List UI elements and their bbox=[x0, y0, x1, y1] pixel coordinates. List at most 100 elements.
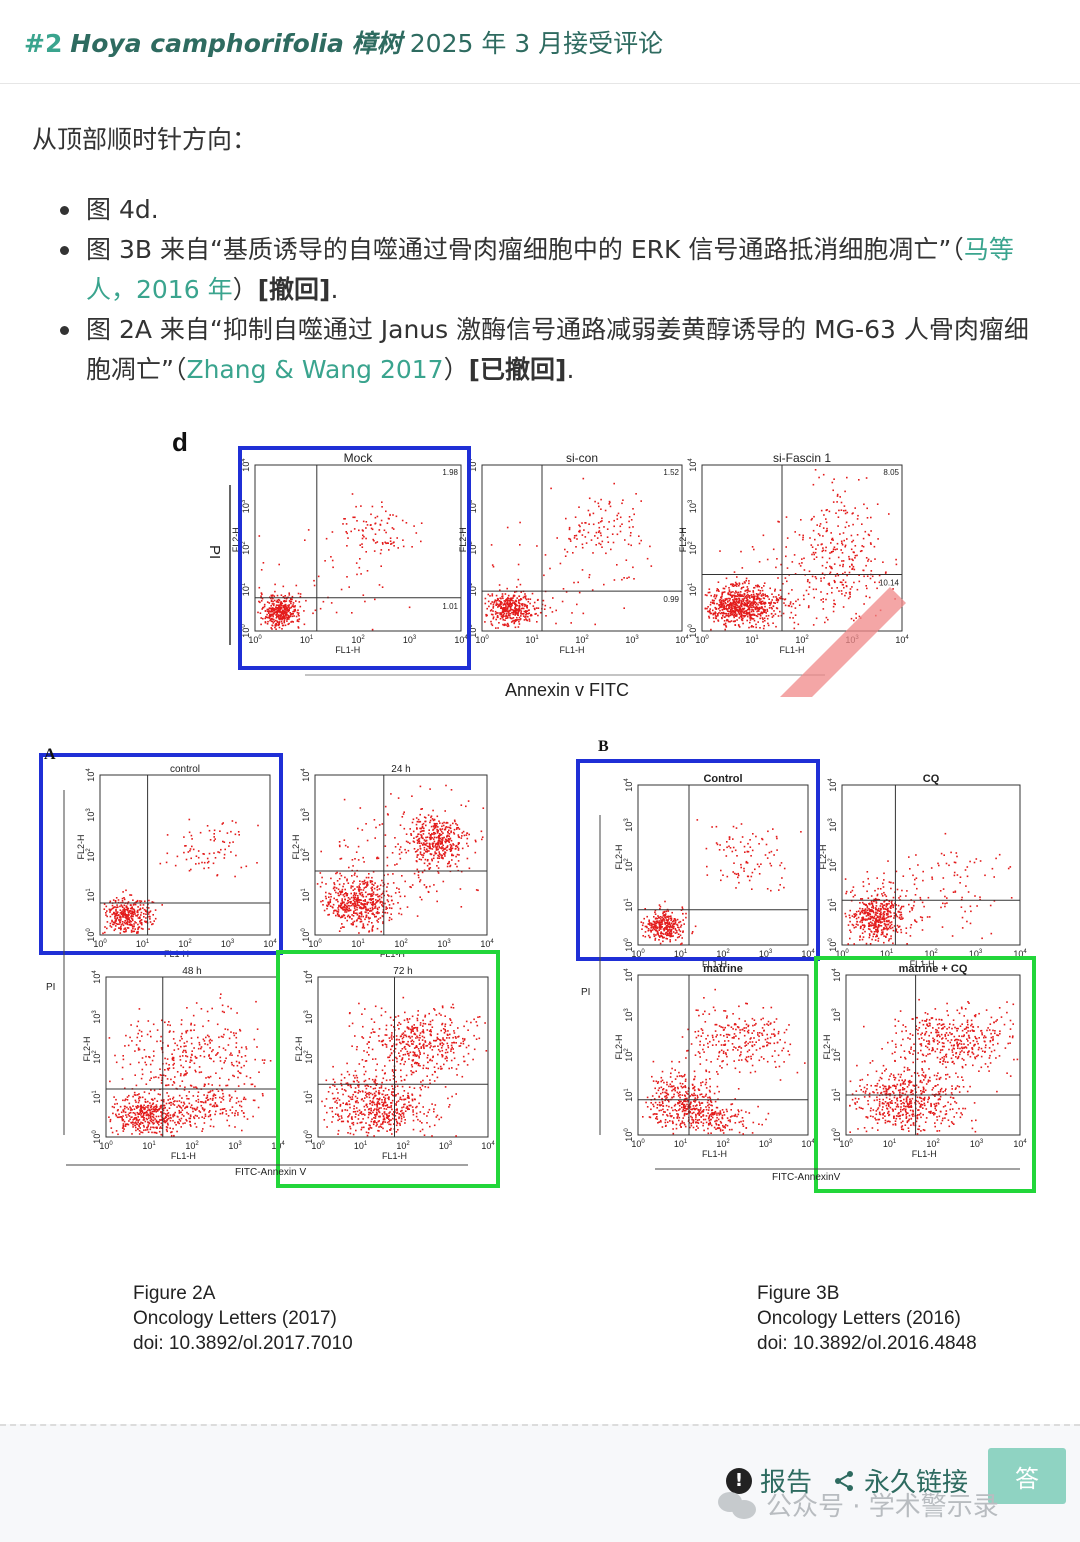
data-dot bbox=[870, 530, 872, 532]
data-dot bbox=[816, 524, 818, 526]
data-dot bbox=[275, 617, 278, 619]
data-dot bbox=[877, 538, 879, 540]
data-dot bbox=[202, 853, 204, 855]
data-dot bbox=[502, 606, 505, 609]
data-dot bbox=[757, 595, 759, 598]
data-dot bbox=[753, 606, 755, 608]
data-dot bbox=[200, 1047, 202, 1050]
data-dot bbox=[154, 917, 157, 920]
data-dot bbox=[507, 616, 509, 619]
data-dot bbox=[812, 624, 815, 626]
data-dot bbox=[532, 605, 535, 607]
data-dot bbox=[389, 1111, 391, 1113]
data-dot bbox=[203, 1094, 205, 1096]
data-dot bbox=[398, 1116, 400, 1118]
data-dot bbox=[269, 619, 271, 622]
data-dot bbox=[150, 1120, 153, 1123]
data-dot bbox=[122, 915, 124, 917]
data-dot bbox=[272, 622, 275, 624]
data-dot bbox=[865, 557, 868, 559]
data-dot bbox=[841, 552, 844, 554]
data-dot bbox=[355, 925, 358, 928]
citation-link[interactable]: 马等人，2016 年 bbox=[86, 235, 1014, 304]
retraction-tag: [已撤回] bbox=[468, 355, 567, 384]
data-dot bbox=[132, 1105, 134, 1107]
data-dot bbox=[568, 528, 571, 531]
data-dot bbox=[745, 577, 748, 580]
data-dot bbox=[148, 899, 150, 902]
data-dot bbox=[433, 827, 436, 830]
data-dot bbox=[161, 1048, 163, 1051]
data-dot bbox=[460, 870, 463, 873]
data-dot bbox=[376, 907, 379, 910]
data-dot bbox=[752, 609, 754, 611]
data-dot bbox=[358, 885, 360, 887]
data-dot bbox=[144, 1098, 147, 1101]
data-dot bbox=[430, 825, 433, 828]
data-dot bbox=[169, 1119, 172, 1122]
data-dot bbox=[258, 600, 260, 603]
data-dot bbox=[421, 871, 424, 874]
data-dot bbox=[378, 824, 381, 826]
data-dot bbox=[263, 1062, 265, 1064]
data-dot bbox=[193, 1029, 195, 1031]
data-dot bbox=[201, 1130, 203, 1132]
data-dot bbox=[377, 900, 380, 902]
data-dot bbox=[208, 1040, 211, 1042]
data-dot bbox=[350, 1086, 352, 1089]
data-dot bbox=[330, 602, 333, 604]
data-dot bbox=[289, 597, 292, 600]
data-dot bbox=[143, 908, 146, 911]
data-dot bbox=[177, 1104, 180, 1107]
data-dot bbox=[228, 1124, 231, 1127]
data-dot bbox=[173, 1113, 175, 1115]
plot-title: 48 h bbox=[182, 966, 201, 977]
data-dot bbox=[752, 596, 755, 599]
data-dot bbox=[206, 1094, 209, 1097]
data-dot bbox=[581, 522, 583, 524]
data-dot bbox=[597, 502, 600, 505]
data-dot bbox=[143, 1129, 145, 1131]
data-dot bbox=[126, 1099, 129, 1101]
data-dot bbox=[388, 895, 390, 897]
data-dot bbox=[123, 928, 125, 930]
data-dot bbox=[160, 1111, 163, 1113]
data-dot bbox=[293, 615, 295, 617]
data-dot bbox=[362, 889, 365, 891]
data-dot bbox=[185, 1030, 187, 1033]
data-dot bbox=[220, 1101, 222, 1103]
data-dot bbox=[411, 821, 414, 824]
data-dot bbox=[130, 920, 133, 923]
data-dot bbox=[765, 615, 768, 617]
data-dot bbox=[850, 548, 853, 551]
citation-link[interactable]: Zhang & Wang 2017 bbox=[186, 355, 444, 384]
data-dot bbox=[132, 904, 135, 906]
data-dot bbox=[341, 890, 344, 893]
data-dot bbox=[167, 1084, 170, 1086]
data-dot bbox=[296, 611, 299, 614]
data-dot bbox=[820, 509, 823, 512]
data-dot bbox=[130, 912, 132, 914]
data-dot bbox=[510, 599, 512, 602]
data-dot bbox=[278, 607, 280, 609]
data-dot bbox=[281, 624, 284, 627]
data-dot bbox=[156, 1040, 158, 1043]
data-dot bbox=[449, 850, 452, 852]
data-dot bbox=[353, 1105, 355, 1107]
data-dot bbox=[502, 623, 504, 626]
data-dot bbox=[198, 1117, 200, 1119]
data-dot bbox=[427, 1086, 430, 1089]
data-dot bbox=[509, 597, 512, 600]
data-dot bbox=[500, 603, 502, 606]
data-dot bbox=[732, 591, 734, 593]
data-dot bbox=[524, 595, 527, 597]
data-dot bbox=[204, 1043, 206, 1045]
data-dot bbox=[379, 1125, 382, 1128]
data-dot bbox=[355, 1101, 357, 1104]
data-dot bbox=[371, 926, 374, 928]
data-dot bbox=[180, 1126, 182, 1128]
data-dot bbox=[268, 615, 271, 617]
data-dot bbox=[232, 1074, 234, 1077]
data-dot bbox=[569, 538, 572, 541]
data-dot bbox=[517, 626, 520, 628]
